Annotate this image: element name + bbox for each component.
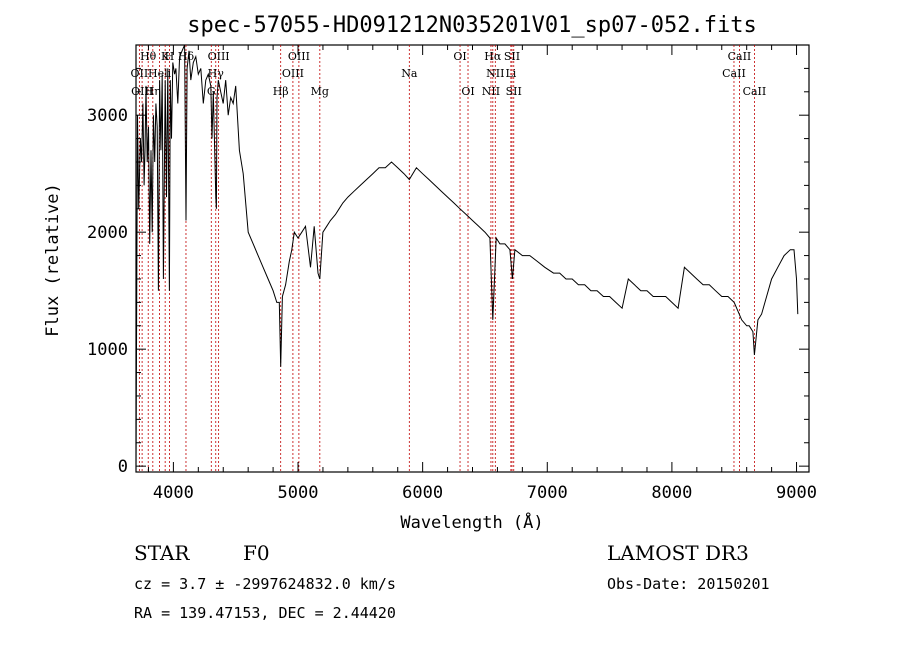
y-tick-label-1: 1000: [87, 340, 128, 360]
marker-label-15: Na: [401, 67, 418, 80]
x-tick-label-5: 9000: [776, 483, 817, 503]
marker-label-11: OIII: [288, 50, 310, 63]
marker-label-7: Hδ: [178, 50, 195, 63]
marker-label-3: K: [161, 50, 170, 63]
marker-label-4: H: [165, 50, 175, 63]
spectrum-line: [135, 44, 799, 467]
marker-label-23: SII: [506, 85, 522, 98]
marker-label-20: NII: [486, 67, 504, 80]
marker-label-26: CaII: [743, 85, 767, 98]
marker-label-9: Hγ: [208, 67, 225, 80]
object-subclass: F0: [243, 541, 270, 565]
marker-label-16: OI: [453, 50, 466, 63]
y-axis-label: Flux (relative): [43, 183, 63, 337]
x-tick-label-1: 5000: [278, 483, 319, 503]
x-tick-label-2: 6000: [402, 483, 443, 503]
marker-label-19: SII: [504, 50, 520, 63]
marker-label-13: Hβ: [273, 85, 289, 98]
marker-label-18: Hα: [484, 50, 502, 63]
line-markers: [138, 45, 755, 472]
x-tick-label-3: 7000: [527, 483, 568, 503]
marker-label-5: Heli: [148, 67, 172, 80]
object-class: STAR: [134, 541, 190, 565]
marker-label-21: Li: [505, 67, 516, 80]
marker-label-8: OIII: [208, 50, 230, 63]
marker-label-0: Hθ: [140, 50, 157, 63]
marker-label-17: OI: [461, 85, 474, 98]
y-tick-label-0: 0: [118, 457, 128, 477]
marker-label-14: Mg: [311, 85, 329, 98]
x-tick-label-0: 4000: [153, 483, 194, 503]
marker-label-24: CaII: [728, 50, 752, 63]
y-tick-label-3: 3000: [87, 106, 128, 126]
y-tick-label-2: 2000: [87, 223, 128, 243]
survey-label: LAMOST DR3: [607, 541, 749, 565]
x-tick-label-4: 8000: [651, 483, 692, 503]
marker-label-25: CaII: [722, 67, 746, 80]
x-axis-ticks: 4000 5000 6000 7000 8000 9000: [147, 45, 817, 503]
obs-date: Obs-Date: 20150201: [607, 575, 770, 593]
marker-label-6: Hη: [145, 85, 161, 98]
coords-line: RA = 139.47153, DEC = 2.44420: [134, 604, 396, 622]
redshift-line: cz = 3.7 ± -2997624832.0 km/s: [134, 575, 396, 593]
marker-label-2: OIII: [131, 85, 153, 98]
x-axis-label: Wavelength (Å): [400, 511, 543, 533]
marker-label-22: NII: [482, 85, 500, 98]
marker-label-1: OII: [131, 67, 149, 80]
y-axis-ticks: 0 1000 2000 3000: [87, 67, 809, 477]
marker-label-12: OIII: [282, 67, 304, 80]
chart-title: spec-57055-HD091212N035201V01_sp07-052.f…: [187, 13, 757, 38]
